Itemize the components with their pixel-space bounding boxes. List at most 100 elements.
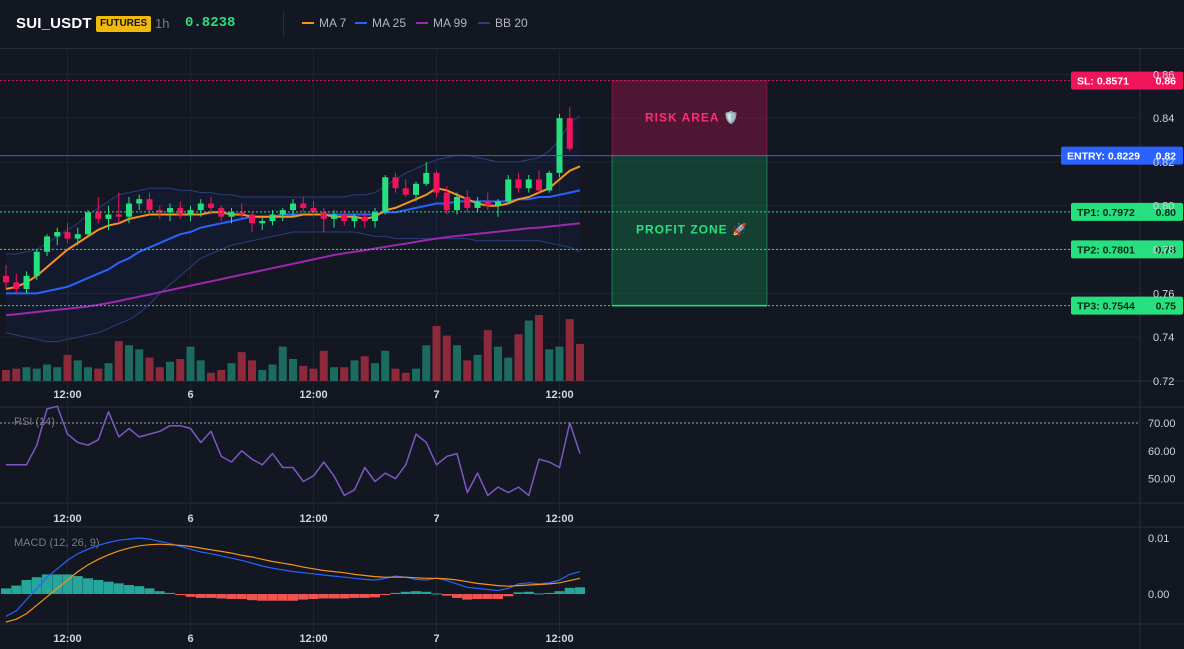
candle-body xyxy=(228,212,235,217)
legend-bb20[interactable]: BB 20 xyxy=(478,16,528,30)
rsi-line xyxy=(6,405,581,497)
macd-tick: 0.00 xyxy=(1148,589,1169,601)
macd-histogram-bar xyxy=(575,587,585,594)
time-axis-price-label: 12:00 xyxy=(53,389,81,401)
volume-bar xyxy=(565,319,574,381)
grid-lines xyxy=(0,48,1184,649)
macd-histogram-bar xyxy=(380,594,391,596)
volume-bar xyxy=(494,346,502,381)
risk-zone xyxy=(611,80,768,157)
macd-histogram-bar xyxy=(226,594,237,600)
volume-bar xyxy=(514,334,523,381)
macd-histogram-bar xyxy=(411,591,421,594)
rsi-tick: 60.00 xyxy=(1148,446,1176,458)
volume-bar xyxy=(53,367,62,381)
macd-histogram-bar xyxy=(554,591,565,594)
candle-body xyxy=(136,199,143,204)
timeframe-label[interactable]: 1h xyxy=(155,16,170,31)
time-axis-rsi-label: 6 xyxy=(187,513,193,525)
time-axis-price-label: 12:00 xyxy=(545,389,573,401)
volume-bar xyxy=(309,368,318,381)
profit-zone-label: PROFIT ZONE 🚀 xyxy=(636,223,748,237)
candle-body xyxy=(341,214,348,222)
macd-histogram-bar xyxy=(124,585,134,594)
tp1-axis-value: 0.80 xyxy=(1156,207,1177,219)
risk-area-label: RISK AREA 🛡️ xyxy=(645,111,739,125)
bb-fill xyxy=(6,115,580,342)
candle-body xyxy=(515,179,522,189)
macd-histogram-bar xyxy=(267,594,278,601)
sl-tag-label: SL: 0.8571 xyxy=(1077,76,1129,88)
legend-ma25[interactable]: MA 25 xyxy=(355,16,406,30)
volume-bar xyxy=(12,368,21,381)
price-tick: 0.74 xyxy=(1153,332,1174,344)
volume-bar xyxy=(94,368,103,381)
candle-body xyxy=(413,183,419,195)
time-axis-macd-label: 12:00 xyxy=(545,633,573,645)
volume-bar xyxy=(422,345,431,381)
volume-bar xyxy=(135,349,144,381)
macd-histogram-bar xyxy=(329,594,339,599)
ma25-swatch xyxy=(355,22,367,24)
volume-bar xyxy=(258,370,267,381)
candle-body xyxy=(146,199,153,211)
candle-body xyxy=(361,216,368,222)
macd-histogram-bar xyxy=(31,577,42,594)
macd-histogram-bar xyxy=(462,594,473,600)
volume-bar xyxy=(2,370,10,381)
symbol-name[interactable]: SUI_USDT xyxy=(16,15,92,32)
bb-lower-line xyxy=(5,231,581,343)
macd-histogram-bar xyxy=(493,594,503,600)
macd-histogram-bar xyxy=(452,594,462,598)
candle-body xyxy=(505,179,512,202)
candle-body xyxy=(249,214,255,224)
entry-tag-label: ENTRY: 0.8229 xyxy=(1067,151,1140,163)
macd-histogram-bar xyxy=(52,574,63,594)
rsi-tick: 70.00 xyxy=(1148,418,1176,430)
candle-body xyxy=(269,214,276,222)
volume-bar xyxy=(391,368,400,381)
volume-bar xyxy=(186,346,195,381)
macd-histogram-bar xyxy=(185,594,196,597)
volume-bar xyxy=(340,367,349,381)
volume-bar xyxy=(104,363,113,381)
macd-histogram-bar xyxy=(288,594,298,601)
time-axis-rsi-label: 12:00 xyxy=(299,513,327,525)
candle-body xyxy=(187,210,194,215)
macd-histogram-bar xyxy=(216,594,227,599)
ma7-line xyxy=(5,165,581,290)
time-axis-macd-label: 12:00 xyxy=(299,633,327,645)
volume-bar xyxy=(289,359,297,381)
candle-body xyxy=(177,207,184,215)
volume-bar xyxy=(371,363,379,381)
time-axis-rsi-label: 12:00 xyxy=(545,513,573,525)
volume-bar xyxy=(32,368,41,381)
candle-body xyxy=(259,221,266,224)
entry-axis-value: 0.82 xyxy=(1156,151,1177,163)
last-price: 0.8238 xyxy=(185,15,236,31)
macd-histogram-bar xyxy=(421,591,432,594)
volume-bar xyxy=(227,363,236,381)
volume-bar xyxy=(114,341,123,381)
candle-body xyxy=(392,177,399,189)
macd-histogram-bar xyxy=(534,593,544,595)
legend-ma99-label: MA 99 xyxy=(433,16,468,30)
price-tick: 0.82 xyxy=(1153,157,1174,169)
candle-body xyxy=(115,214,122,217)
time-axis-macd-label: 12:00 xyxy=(53,633,81,645)
legend-ma99[interactable]: MA 99 xyxy=(416,16,467,30)
volume-bar xyxy=(401,372,410,381)
bb20-swatch xyxy=(478,22,490,24)
volume-bar xyxy=(381,350,390,381)
ma99-line xyxy=(5,222,581,317)
macd-histogram-bar xyxy=(103,581,114,594)
legend-ma7[interactable]: MA 7 xyxy=(302,16,346,30)
candle-body xyxy=(3,275,9,283)
candle-body xyxy=(156,210,163,213)
volume-bar xyxy=(535,315,543,381)
candle-body xyxy=(331,214,337,219)
volume-bar xyxy=(453,345,461,381)
sl-tag xyxy=(1071,71,1183,90)
legend-ma7-label: MA 7 xyxy=(319,16,347,30)
